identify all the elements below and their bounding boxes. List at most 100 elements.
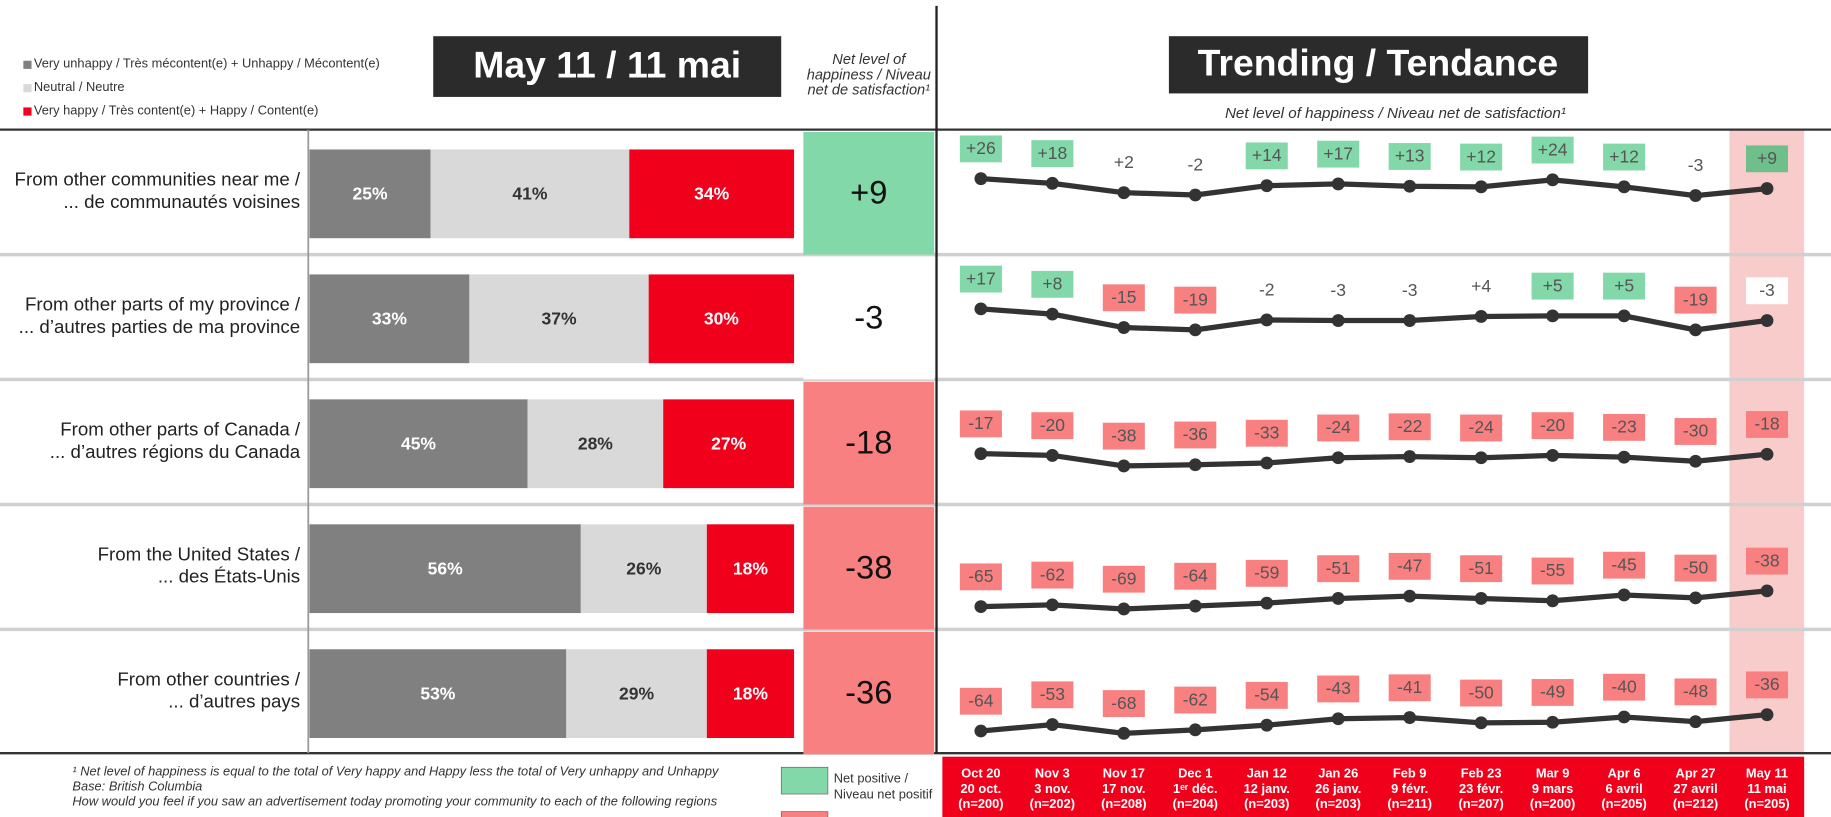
legend-swatch xyxy=(23,107,32,116)
trend-point xyxy=(1260,456,1274,470)
label-box xyxy=(959,410,1002,438)
net-label: +9 xyxy=(850,174,887,211)
legend-label: Net positive / Niveau net positif xyxy=(833,771,933,803)
trend-point xyxy=(1045,448,1059,462)
label-box xyxy=(1317,675,1360,703)
trend-point xyxy=(1617,180,1631,194)
data-label: +17 xyxy=(1323,143,1353,163)
data-label: +18 xyxy=(1038,143,1068,163)
data-label: 29% xyxy=(619,683,654,703)
trend-point xyxy=(1331,177,1345,191)
date-label: Jan 12 12 janv. (n=203) xyxy=(1243,767,1290,812)
trend-point xyxy=(1403,179,1417,193)
label-box xyxy=(1674,678,1717,706)
footnote: Base: British Columbia xyxy=(72,780,203,795)
net-cell xyxy=(803,506,935,630)
data-label: -68 xyxy=(1111,693,1136,713)
trend-point xyxy=(1760,314,1774,327)
net-label: -18 xyxy=(845,424,892,461)
net-cell xyxy=(803,631,935,755)
trend-point xyxy=(1403,589,1417,603)
data-label: -50 xyxy=(1683,557,1709,577)
label-box xyxy=(1031,681,1074,709)
legend-swatch xyxy=(780,811,829,817)
data-label: -20 xyxy=(1040,415,1066,435)
chart-title: Trending / Tendance xyxy=(1198,41,1559,83)
footnote: How would you feel if you saw an adverti… xyxy=(72,795,718,810)
net-cell xyxy=(803,131,935,255)
trend-point xyxy=(1474,451,1488,465)
bar-segment xyxy=(309,149,431,239)
data-label: -36 xyxy=(1183,424,1208,444)
label-box xyxy=(1245,559,1288,587)
category-label: From other parts of my province / ... d’… xyxy=(18,295,301,338)
title-box xyxy=(1168,36,1589,94)
data-label: -65 xyxy=(968,566,993,586)
data-label: +17 xyxy=(966,268,996,288)
legend-label: Very unhappy / Très mécontent(e) + Unhap… xyxy=(33,57,380,72)
trend-point xyxy=(1760,584,1774,598)
trend-point xyxy=(974,302,988,316)
trend-point xyxy=(1689,454,1702,468)
trend-point xyxy=(1546,715,1560,729)
data-label: +13 xyxy=(1395,146,1425,166)
label-box xyxy=(1603,143,1646,171)
trend-point xyxy=(974,600,988,614)
trend-point xyxy=(1403,450,1417,464)
net-label: -3 xyxy=(854,299,883,336)
label-box xyxy=(1674,418,1717,445)
trend-point xyxy=(1689,323,1702,337)
date-label: Nov 17 17 nov. (n=208) xyxy=(1101,767,1147,812)
data-label: -40 xyxy=(1611,676,1637,696)
label-box xyxy=(1317,555,1360,583)
data-label: 37% xyxy=(542,309,577,329)
label-box xyxy=(1460,555,1503,583)
date-label: Oct 20 20 oct. (n=200) xyxy=(958,767,1004,812)
data-label: -64 xyxy=(968,690,994,710)
label-box xyxy=(1603,551,1646,579)
trend-point xyxy=(1045,718,1059,731)
trend-point xyxy=(1617,710,1631,724)
label-box xyxy=(1388,552,1431,580)
label-box xyxy=(1245,681,1288,709)
trend-point xyxy=(1331,451,1345,465)
data-label: 18% xyxy=(733,558,768,578)
legend-label: Neutral / Neutre xyxy=(33,80,125,95)
bar-segment xyxy=(706,649,795,739)
trend-point xyxy=(1474,310,1488,323)
data-label: -19 xyxy=(1683,289,1708,309)
data-label: -3 xyxy=(1330,280,1346,300)
data-label: -48 xyxy=(1683,681,1708,701)
bar-segment xyxy=(566,649,707,739)
trend-point xyxy=(1117,726,1131,740)
data-label: -24 xyxy=(1326,417,1352,437)
data-label: -51 xyxy=(1469,558,1494,578)
label-box xyxy=(1745,145,1789,173)
label-box xyxy=(1745,671,1789,699)
label-box xyxy=(1460,143,1503,171)
data-label: -3 xyxy=(1759,280,1775,300)
data-label: +12 xyxy=(1609,146,1639,166)
legend-swatch xyxy=(23,84,32,93)
data-label: 18% xyxy=(733,683,768,703)
label-box xyxy=(1603,272,1646,300)
data-label: -51 xyxy=(1326,558,1351,578)
label-box xyxy=(1031,270,1074,298)
bar-segment xyxy=(580,524,707,614)
data-label: -59 xyxy=(1254,563,1279,583)
bar-segment xyxy=(309,649,567,739)
trend-point xyxy=(1331,592,1345,605)
label-box xyxy=(1531,272,1574,300)
trend-point xyxy=(1760,447,1774,461)
label-box xyxy=(1174,686,1217,714)
label-box xyxy=(1531,557,1574,585)
label-box xyxy=(1245,142,1288,170)
bar-segment xyxy=(430,149,630,239)
label-box xyxy=(1031,140,1074,167)
trend-point xyxy=(1760,182,1774,196)
data-label: 26% xyxy=(626,558,661,578)
label-box xyxy=(1174,286,1217,314)
data-label: +5 xyxy=(1543,275,1563,295)
trend-point xyxy=(1117,321,1131,334)
data-label: +4 xyxy=(1471,276,1491,296)
